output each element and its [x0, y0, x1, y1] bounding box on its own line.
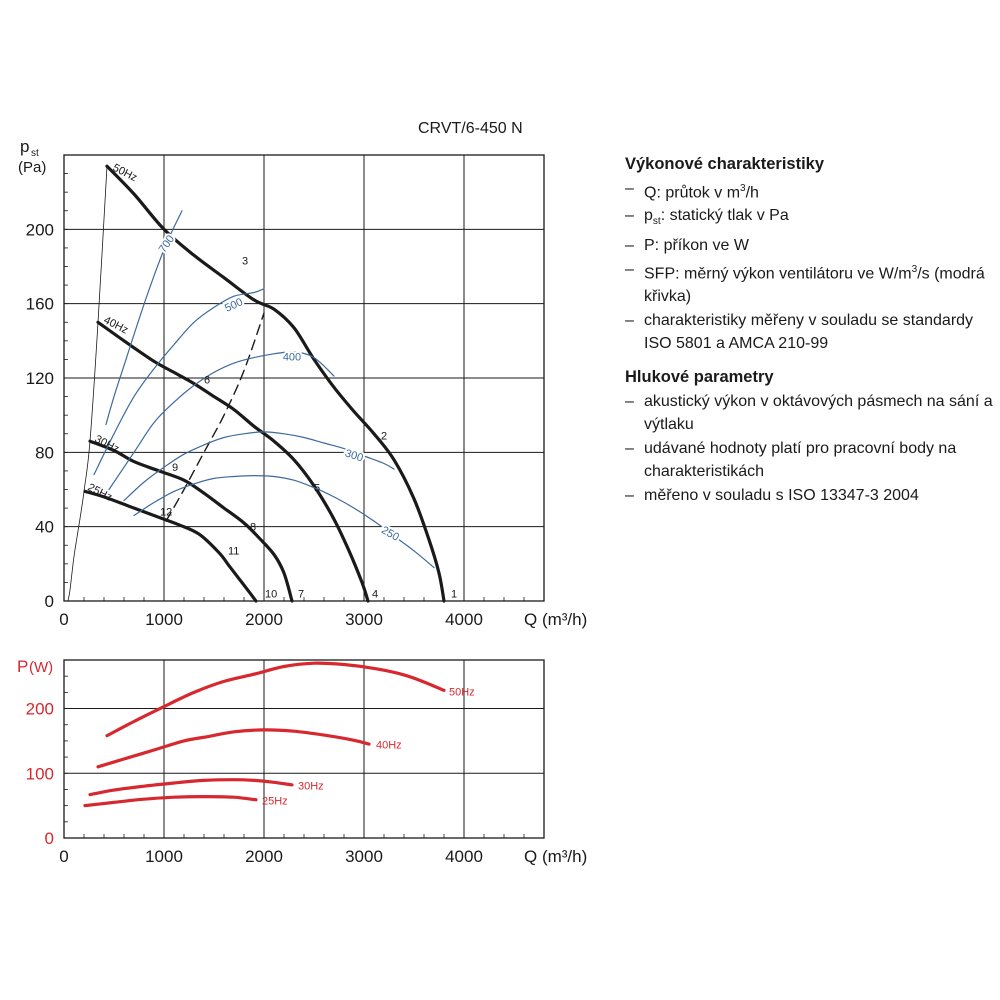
curve-label: 50Hz [449, 687, 475, 699]
series-line [96, 728, 371, 769]
y-tick-label: 40 [35, 518, 54, 537]
performance-list: Q: průtok v m3/h pst: statický tlak v Pa… [625, 177, 995, 356]
x-tick-label: 1000 [145, 610, 183, 629]
series-line [108, 351, 335, 491]
series-line [88, 439, 294, 603]
performance-item-p: P: příkon ve W [625, 234, 995, 258]
y-tick-label: 200 [26, 220, 54, 239]
curve-label: 25Hz [262, 795, 288, 807]
series-line [83, 795, 258, 808]
x-tick-label: 0 [59, 610, 68, 629]
y-axis-label-sub: st [31, 148, 39, 159]
curve-label: 5 [314, 482, 320, 494]
x-tick-label: 0 [59, 847, 68, 866]
curve-label: 12 [160, 507, 172, 519]
noise-item: udávané hodnoty platí pro pracovní body … [625, 437, 995, 484]
x-tick-label: 2000 [245, 847, 283, 866]
series-line [96, 320, 370, 603]
model-title: CRVT/6-450 N [418, 120, 523, 137]
x-tick-label: 1000 [145, 847, 183, 866]
sfp-label: 700 [157, 233, 177, 255]
series-line [105, 164, 446, 603]
series-line [83, 489, 258, 603]
series-line [133, 475, 435, 569]
curve-label: 1 [451, 588, 457, 600]
y-tick-label: 0 [45, 829, 54, 848]
x-tick-label: 3000 [345, 610, 383, 629]
curve-label: 6 [204, 375, 210, 387]
curve-label: 25Hz [86, 481, 114, 503]
curve-label: 7 [298, 588, 304, 600]
sfp-label: 300 [343, 447, 364, 464]
curve-label: 4 [372, 588, 378, 600]
curve-label: 8 [250, 521, 256, 533]
power-chart: 0 1000 2000 3000 4000 0 100 200 Q (m³/h) 50Hz 40Hz… [17, 657, 587, 866]
curve-label: 40Hz [376, 740, 402, 752]
performance-item-sfp: SFP: měrný výkon ventilátoru ve W/m3/s (… [625, 258, 995, 309]
series-line [93, 288, 265, 476]
curve-label: 11 [228, 546, 239, 558]
y-tick-label: 200 [26, 700, 54, 719]
y-tick-label: 80 [35, 443, 54, 462]
y-tick-label: 0 [45, 592, 54, 611]
sfp-label: 250 [379, 524, 401, 544]
series-line [165, 312, 265, 522]
performance-title: Výkonové charakteristiky [625, 155, 825, 173]
noise-section: Hlukové parametry akustický výkon v oktá… [625, 366, 995, 507]
y-axis-label: p [20, 137, 29, 156]
y-tick-label: 100 [26, 764, 54, 783]
curve-label: 10 [265, 588, 277, 600]
y-axis-unit: (W) [29, 659, 53, 676]
sfp-label: 400 [283, 351, 301, 363]
x-tick-label: 2000 [245, 610, 283, 629]
performance-section: Výkonové charakteristiky Q: průtok v m3/… [625, 153, 995, 356]
pressure-chart: 0 1000 2000 3000 4000 0 40 80 120 160 200 Q (m³/h) 5… [18, 137, 587, 629]
series-line [105, 661, 446, 738]
y-tick-label: 160 [26, 295, 54, 314]
sfp-label: 500 [223, 296, 245, 315]
curve-label: 50Hz [111, 162, 139, 184]
x-axis-label: Q (m³/h) [524, 610, 587, 629]
x-axis-label: Q (m³/h) [524, 847, 587, 866]
noise-item: akustický výkon v oktávových pásmech na … [625, 390, 995, 437]
series-line [88, 778, 294, 797]
x-tick-label: 4000 [445, 847, 483, 866]
curve-label: 3 [242, 256, 248, 268]
curve-label: 9 [172, 462, 178, 474]
noise-list: akustický výkon v oktávových pásmech na … [625, 390, 995, 508]
x-tick-label: 4000 [445, 610, 483, 629]
performance-item-standards: charakteristiky měřeny v souladu se stan… [625, 309, 995, 356]
curve-label: 30Hz [298, 780, 324, 792]
series-line [123, 431, 395, 502]
curve-label: 2 [381, 430, 387, 442]
performance-item-pst: pst: statický tlak v Pa [625, 204, 995, 234]
noise-item: měřeno v souladu s ISO 13347-3 2004 [625, 484, 995, 508]
y-axis-unit: (Pa) [18, 159, 46, 176]
series-line [105, 210, 183, 426]
performance-item-q: Q: průtok v m3/h [625, 177, 995, 205]
y-tick-label: 120 [26, 369, 54, 388]
y-axis-label: P [17, 657, 28, 676]
x-tick-label: 3000 [345, 847, 383, 866]
series-line [67, 165, 108, 602]
noise-title: Hlukové parametry [625, 368, 774, 386]
